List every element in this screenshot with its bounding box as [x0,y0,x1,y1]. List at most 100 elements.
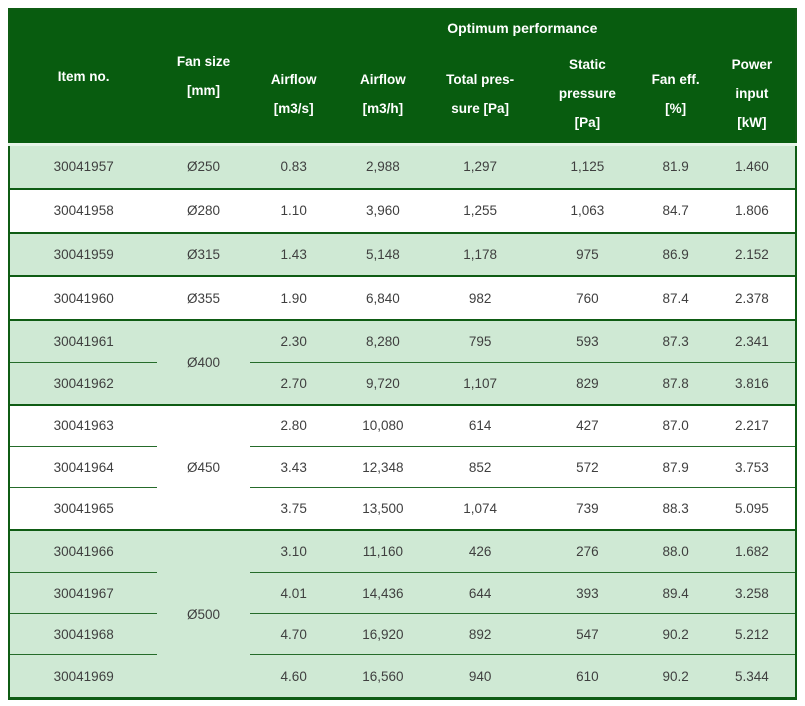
value-cell: 614 [428,405,532,447]
value-cell: 87.8 [643,362,709,404]
value-cell: 6,840 [338,276,428,320]
value-cell: 276 [532,530,642,572]
item-no-cell: 30041958 [9,189,157,233]
value-cell: 795 [428,320,532,362]
value-cell: 13,500 [338,488,428,530]
value-cell: 84.7 [643,189,709,233]
item-no-cell: 30041957 [9,144,157,189]
value-cell: 16,920 [338,614,428,655]
value-cell: 427 [532,405,642,447]
value-cell: 829 [532,362,642,404]
value-cell: 1,125 [532,144,642,189]
value-cell: 2.30 [250,320,338,362]
value-cell: 1.90 [250,276,338,320]
value-cell: 1.460 [709,144,796,189]
table-row: 30041958 Ø280 1.10 3,960 1,255 1,063 84.… [9,189,796,233]
fan-size-cell: Ø355 [157,276,249,320]
value-cell: 89.4 [643,573,709,614]
header-optimum-performance: Optimum performance [250,9,796,45]
value-cell: 1,074 [428,488,532,530]
value-cell: 1.682 [709,530,796,572]
header-row-group: Item no. Fan size [mm] Optimum performan… [9,9,796,45]
table-row: 30041965 3.75 13,500 1,074 739 88.3 5.09… [9,488,796,530]
value-cell: 2.80 [250,405,338,447]
header-col-static-pressure: Static pressure [Pa] [532,45,642,144]
value-cell: 3.258 [709,573,796,614]
value-cell: 1,297 [428,144,532,189]
value-cell: 90.2 [643,655,709,699]
value-cell: 892 [428,614,532,655]
value-cell: 4.70 [250,614,338,655]
table-row: 30041957 Ø250 0.83 2,988 1,297 1,125 81.… [9,144,796,189]
value-cell: 88.0 [643,530,709,572]
value-cell: 852 [428,447,532,488]
item-no-cell: 30041969 [9,655,157,699]
fan-size-cell: Ø400 [157,320,249,405]
value-cell: 1,255 [428,189,532,233]
item-no-cell: 30041959 [9,233,157,277]
item-no-cell: 30041968 [9,614,157,655]
value-cell: 90.2 [643,614,709,655]
value-cell: 644 [428,573,532,614]
value-cell: 10,080 [338,405,428,447]
value-cell: 5.344 [709,655,796,699]
value-cell: 3.43 [250,447,338,488]
item-no-cell: 30041962 [9,362,157,404]
table-row: 30041966 Ø500 3.10 11,160 426 276 88.0 1… [9,530,796,572]
item-no-cell: 30041963 [9,405,157,447]
value-cell: 2.217 [709,405,796,447]
value-cell: 982 [428,276,532,320]
value-cell: 3.75 [250,488,338,530]
value-cell: 87.3 [643,320,709,362]
table-row: 30041960 Ø355 1.90 6,840 982 760 87.4 2.… [9,276,796,320]
value-cell: 4.60 [250,655,338,699]
table-body: 30041957 Ø250 0.83 2,988 1,297 1,125 81.… [9,144,796,699]
table-row: 30041963 Ø450 2.80 10,080 614 427 87.0 2… [9,405,796,447]
header-item-no: Item no. [9,9,157,144]
fan-size-cell: Ø450 [157,405,249,531]
value-cell: 87.4 [643,276,709,320]
value-cell: 4.01 [250,573,338,614]
value-cell: 547 [532,614,642,655]
value-cell: 760 [532,276,642,320]
table-row: 30041968 4.70 16,920 892 547 90.2 5.212 [9,614,796,655]
table-row: 30041964 3.43 12,348 852 572 87.9 3.753 [9,447,796,488]
value-cell: 3.10 [250,530,338,572]
value-cell: 12,348 [338,447,428,488]
value-cell: 87.0 [643,405,709,447]
value-cell: 2.152 [709,233,796,277]
value-cell: 3.753 [709,447,796,488]
value-cell: 1.10 [250,189,338,233]
header-fan-size: Fan size [mm] [157,9,249,144]
value-cell: 11,160 [338,530,428,572]
fan-size-cell: Ø280 [157,189,249,233]
value-cell: 5.095 [709,488,796,530]
value-cell: 14,436 [338,573,428,614]
value-cell: 2.341 [709,320,796,362]
item-no-cell: 30041967 [9,573,157,614]
value-cell: 2.378 [709,276,796,320]
value-cell: 8,280 [338,320,428,362]
header-col-power-input: Power input [kW] [709,45,796,144]
table-row: 30041969 4.60 16,560 940 610 90.2 5.344 [9,655,796,699]
item-no-cell: 30041965 [9,488,157,530]
value-cell: 975 [532,233,642,277]
header-col-airflow-m3h: Airflow [m3/h] [338,45,428,144]
item-no-cell: 30041960 [9,276,157,320]
value-cell: 739 [532,488,642,530]
value-cell: 426 [428,530,532,572]
value-cell: 3.816 [709,362,796,404]
value-cell: 610 [532,655,642,699]
table-header: Item no. Fan size [mm] Optimum performan… [9,9,796,144]
value-cell: 940 [428,655,532,699]
table-row: 30041959 Ø315 1.43 5,148 1,178 975 86.9 … [9,233,796,277]
value-cell: 2,988 [338,144,428,189]
performance-table: Item no. Fan size [mm] Optimum performan… [8,8,797,700]
value-cell: 5,148 [338,233,428,277]
fan-size-cell: Ø500 [157,530,249,698]
value-cell: 2.70 [250,362,338,404]
item-no-cell: 30041961 [9,320,157,362]
table-row: 30041962 2.70 9,720 1,107 829 87.8 3.816 [9,362,796,404]
value-cell: 5.212 [709,614,796,655]
value-cell: 86.9 [643,233,709,277]
